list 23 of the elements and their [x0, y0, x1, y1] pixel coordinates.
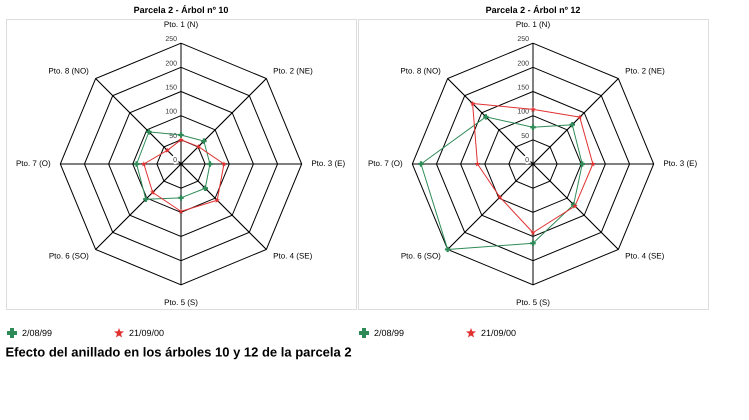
text: Efecto del anillado en los árboles 10 y 12 de la parcela 2	[6, 344, 352, 360]
spoke-label: Pto. 4 (SE)	[625, 251, 665, 260]
spoke-label: Pto. 2 (NE)	[625, 66, 666, 76]
spoke-label: Pto. 3 (E)	[663, 159, 698, 168]
legend-label: 21/09/00	[129, 328, 164, 338]
spoke-label: Pto. 1 (N)	[516, 20, 550, 30]
spoke-label: Pto. 7 (O)	[368, 159, 403, 168]
legend-label: 2/08/99	[374, 328, 404, 338]
spoke-label: Pto. 7 (O)	[16, 159, 51, 168]
spoke-label: Pto. 5 (S)	[164, 298, 198, 307]
legend-label: 21/09/00	[481, 328, 516, 338]
spoke-label: Pto. 4 (SE)	[273, 251, 313, 260]
spoke-label: Pto. 8 (NO)	[48, 66, 90, 76]
chart-title: Parcela 2 - Árbol nº 12	[486, 5, 580, 15]
spoke-label: Pto. 5 (S)	[516, 298, 550, 307]
spoke-label: Pto. 6 (SO)	[48, 251, 90, 260]
spoke-label: Pto. 3 (E)	[311, 159, 346, 168]
spoke-label: Pto. 8 (NO)	[400, 66, 442, 76]
legend-label: 2/08/99	[22, 328, 52, 338]
chart-title: Parcela 2 - Árbol nº 10	[134, 5, 228, 15]
spoke-label: Pto. 2 (NE)	[273, 66, 314, 76]
spoke-label: Pto. 6 (SO)	[400, 251, 442, 260]
spoke-label: Pto. 1 (N)	[164, 20, 198, 30]
